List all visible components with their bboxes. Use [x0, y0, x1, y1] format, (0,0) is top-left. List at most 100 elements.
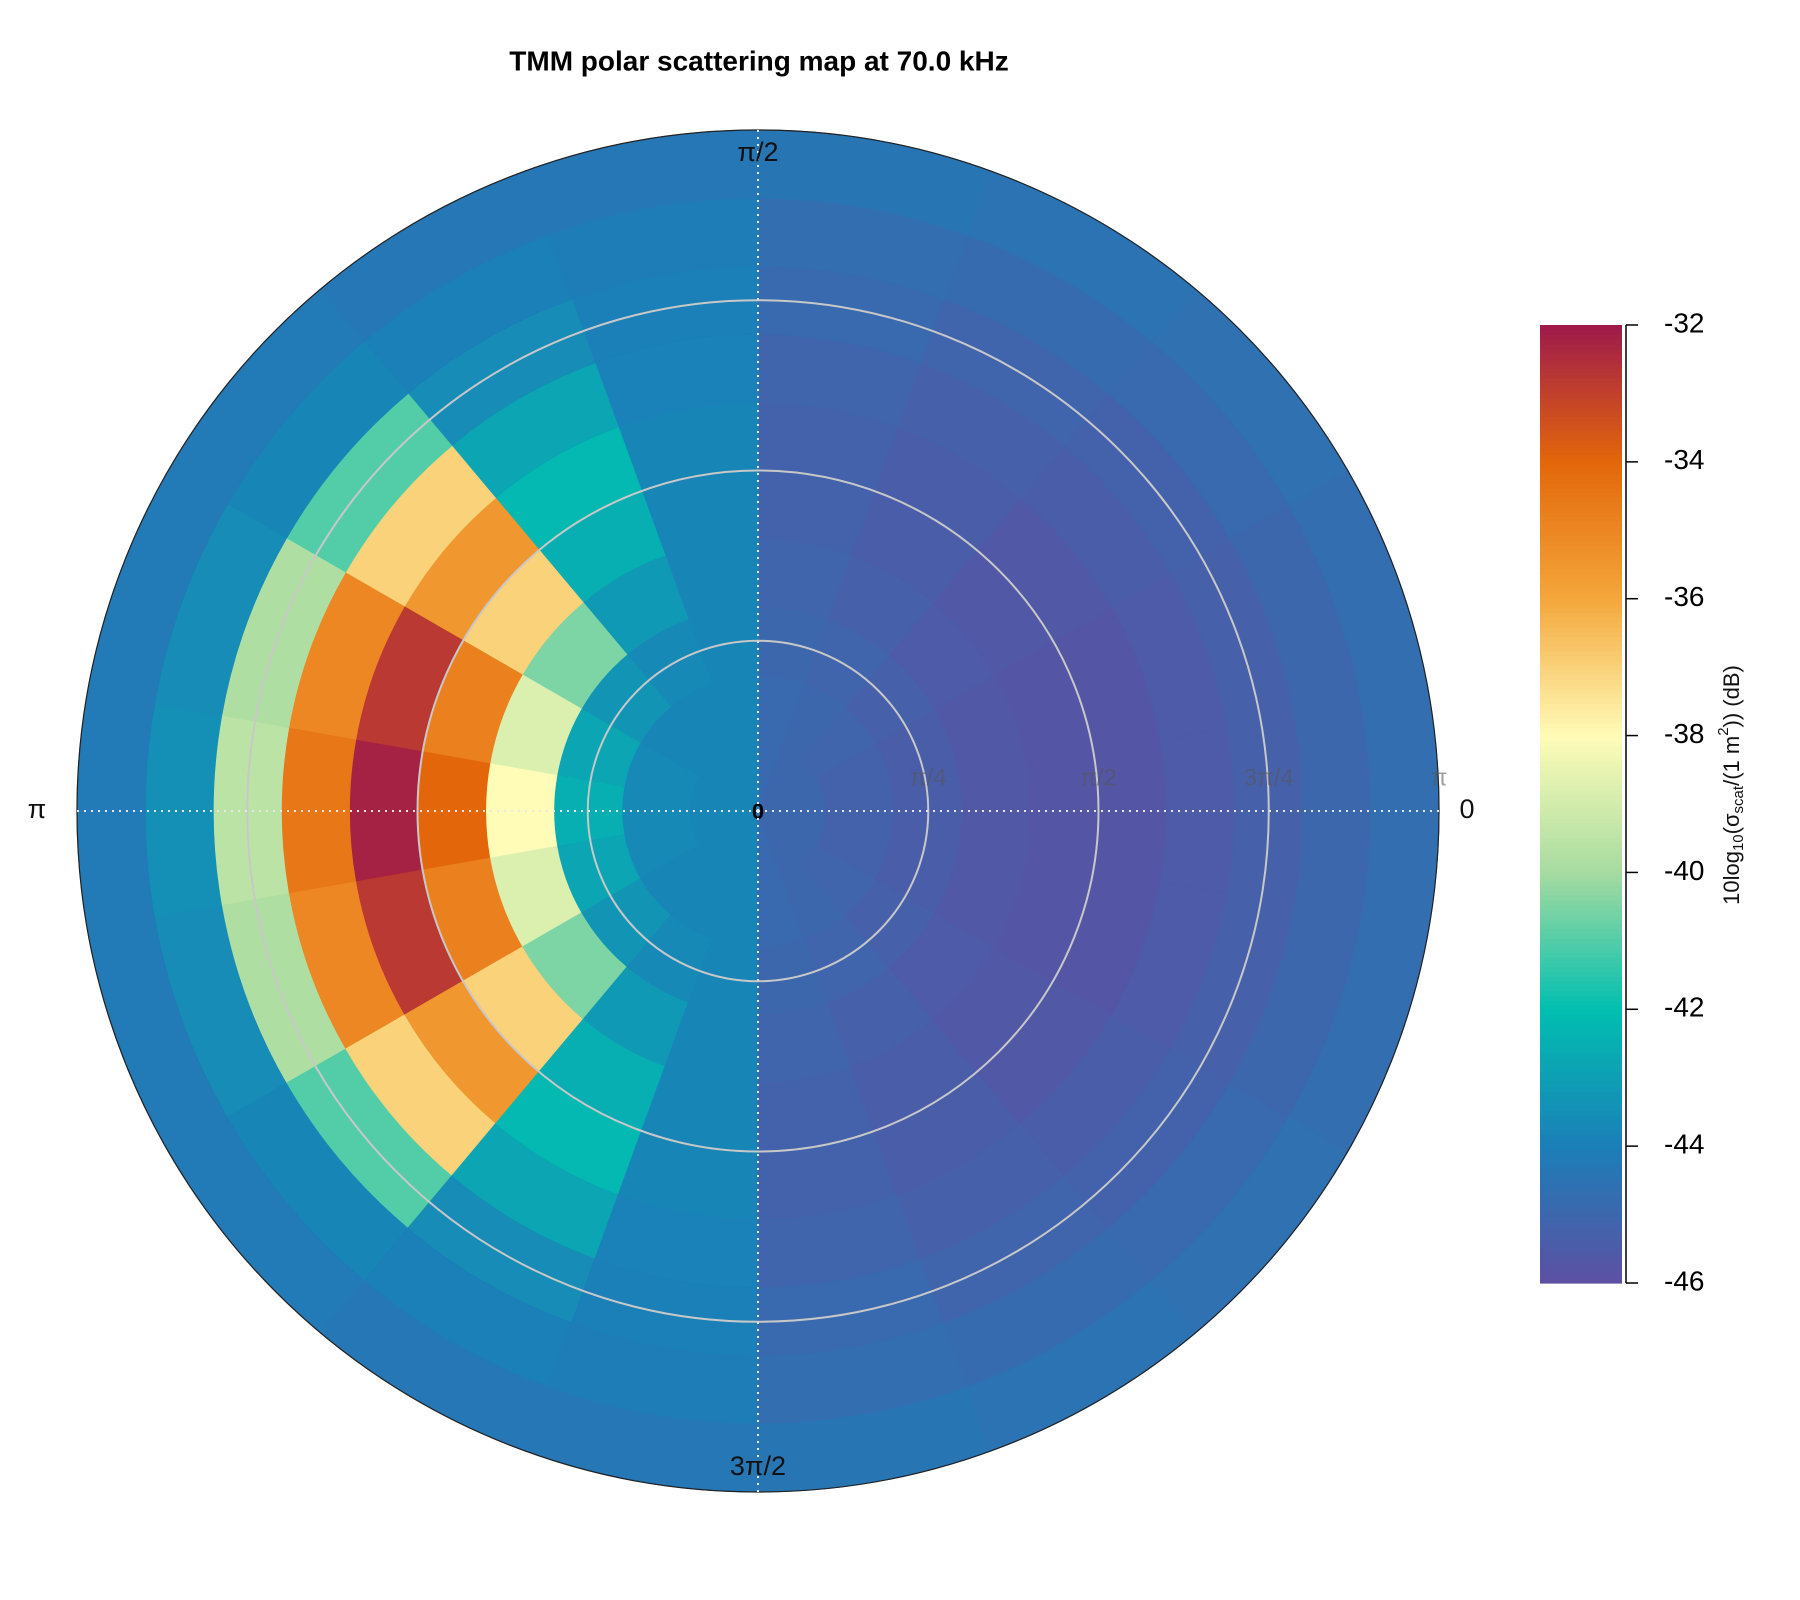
colorbar-swatch	[1540, 1110, 1622, 1116]
colorbar-swatch	[1540, 564, 1622, 570]
colorbar-swatch	[1540, 473, 1622, 479]
colorbar-swatch	[1540, 617, 1622, 623]
colorbar-swatch	[1540, 521, 1622, 527]
colorbar-swatch	[1540, 612, 1622, 618]
colorbar-swatch	[1540, 1086, 1622, 1092]
colorbar-swatch	[1540, 1144, 1622, 1150]
colorbar-swatch	[1540, 784, 1622, 791]
colorbar-swatch	[1540, 1196, 1622, 1203]
colorbar-swatch	[1540, 1230, 1622, 1236]
colorbar-swatch	[1540, 928, 1622, 934]
colorbar-swatch	[1540, 765, 1622, 772]
colorbar-swatch	[1540, 780, 1622, 786]
colorbar-swatch	[1540, 526, 1622, 532]
colorbar-swatch	[1540, 756, 1622, 762]
chart-title: TMM polar scattering map at 70.0 kHz	[509, 45, 1008, 76]
colorbar-swatch	[1540, 823, 1622, 829]
colorbar-swatch	[1540, 626, 1622, 633]
colorbar-swatch	[1540, 578, 1622, 585]
colorbar-swatch	[1540, 574, 1622, 580]
colorbar-swatch	[1540, 511, 1622, 518]
colorbar-tick-label: -44	[1664, 1129, 1704, 1160]
colorbar-swatch	[1540, 770, 1622, 776]
colorbar-swatch	[1540, 1177, 1622, 1184]
heatmap	[76, 129, 1440, 1493]
colorbar-swatch	[1540, 463, 1622, 470]
colorbar-swatch	[1540, 1105, 1622, 1112]
colorbar-swatch	[1540, 396, 1622, 403]
colorbar-swatch	[1540, 353, 1622, 360]
colorbar-swatch	[1540, 392, 1622, 398]
colorbar-swatch	[1540, 760, 1622, 767]
colorbar-swatch	[1540, 708, 1622, 714]
r-tick-label: π/4	[910, 764, 947, 791]
colorbar-swatch	[1540, 550, 1622, 556]
colorbar-tick-label: -36	[1664, 581, 1704, 612]
colorbar-swatch	[1540, 435, 1622, 441]
colorbar-swatch	[1540, 717, 1622, 724]
colorbar-swatch	[1540, 1072, 1622, 1078]
colorbar-swatch	[1540, 416, 1622, 422]
colorbar-swatch	[1540, 559, 1622, 566]
colorbar-swatch	[1540, 703, 1622, 709]
colorbar-tick-label: -34	[1664, 444, 1704, 475]
colorbar-swatch	[1540, 847, 1622, 853]
colorbar-swatch	[1540, 497, 1622, 503]
colorbar-swatch	[1540, 1043, 1622, 1049]
colorbar-swatch	[1540, 1014, 1622, 1021]
colorbar-swatch	[1540, 329, 1622, 336]
colorbar-swatch	[1540, 1067, 1622, 1073]
colorbar-swatch	[1540, 689, 1622, 695]
colorbar-swatch	[1540, 799, 1622, 805]
colorbar: -32 -34 -36 -38 -40 -42 -44 -46 10log10(σscat/(1…	[1540, 307, 1747, 1296]
colorbar-swatch	[1540, 1211, 1622, 1217]
colorbar-swatch	[1540, 348, 1622, 355]
colorbar-swatch	[1540, 942, 1622, 949]
colorbar-tick-label: -46	[1664, 1265, 1704, 1296]
colorbar-swatch	[1540, 1124, 1622, 1131]
colorbar-swatch	[1540, 363, 1622, 369]
colorbar-swatch	[1540, 933, 1622, 939]
colorbar-swatch	[1540, 895, 1622, 901]
colorbar-swatch	[1540, 947, 1622, 954]
colorbar-tick-label: -38	[1664, 718, 1704, 749]
colorbar-swatch	[1540, 325, 1622, 331]
colorbar-swatch	[1540, 684, 1622, 690]
colorbar-swatch	[1540, 1235, 1622, 1241]
colorbar-label-part: )) (dB)	[1719, 665, 1744, 727]
colorbar-swatch	[1540, 1139, 1622, 1145]
colorbar-label-part: scat	[1730, 785, 1747, 813]
colorbar-swatch	[1540, 837, 1622, 843]
colorbar-swatch	[1540, 861, 1622, 867]
colorbar-swatch	[1540, 583, 1622, 590]
colorbar-swatch	[1540, 1029, 1622, 1035]
colorbar-label-part: 10log	[1719, 851, 1744, 905]
colorbar-swatch	[1540, 851, 1622, 858]
colorbar-swatch	[1540, 459, 1622, 465]
colorbar-swatch	[1540, 866, 1622, 872]
colorbar-swatch	[1540, 722, 1622, 728]
colorbar-swatch	[1540, 344, 1622, 350]
colorbar-swatch	[1540, 1249, 1622, 1255]
colorbar-swatch	[1540, 1172, 1622, 1179]
colorbar-swatch	[1540, 540, 1622, 546]
colorbar-swatch	[1540, 938, 1622, 944]
colorbar-label: 10log10(σscat/(1 m2)) (dB)	[1715, 665, 1747, 905]
colorbar-swatch	[1540, 621, 1622, 628]
colorbar-swatch	[1540, 842, 1622, 848]
colorbar-swatch	[1540, 693, 1622, 700]
colorbar-label-part: 2	[1715, 727, 1732, 735]
colorbar-swatch	[1540, 645, 1622, 652]
colorbar-swatch	[1540, 957, 1622, 963]
colorbar-swatch	[1540, 808, 1622, 815]
colorbar-swatch	[1540, 1115, 1622, 1121]
colorbar-swatch	[1540, 952, 1622, 958]
colorbar-swatch	[1540, 401, 1622, 408]
colorbar-swatch	[1540, 736, 1622, 743]
colorbar-swatch	[1540, 1000, 1622, 1006]
colorbar-swatch	[1540, 679, 1622, 685]
colorbar-swatch	[1540, 1134, 1622, 1140]
colorbar-swatch	[1540, 875, 1622, 882]
